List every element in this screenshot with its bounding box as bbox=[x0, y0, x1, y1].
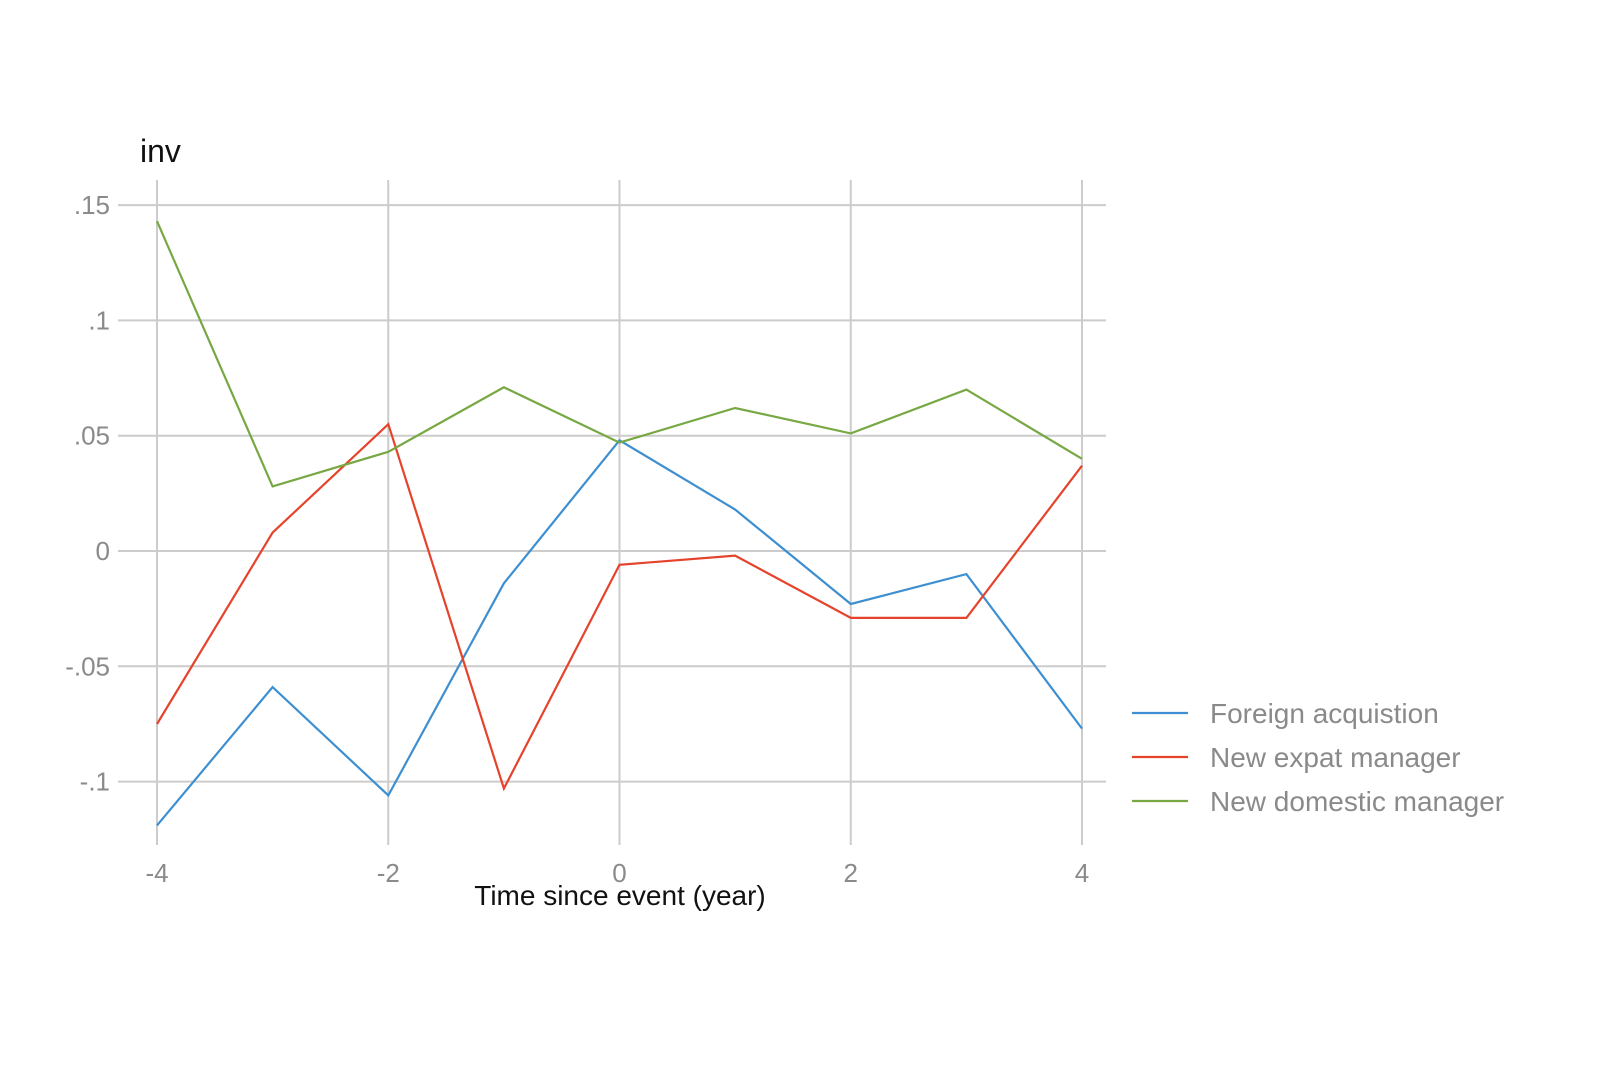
x-tick-label: 0 bbox=[612, 858, 626, 888]
x-axis-ticks: -4 -2 0 2 4 bbox=[145, 858, 1089, 888]
x-tick-label: -2 bbox=[377, 858, 400, 888]
series-line-3 bbox=[155, 220, 1083, 488]
x-tick-label: -4 bbox=[145, 858, 168, 888]
x-axis-title: Time since event (year) bbox=[474, 880, 766, 911]
legend-label: New expat manager bbox=[1210, 742, 1461, 773]
y-tick-label: -.1 bbox=[80, 767, 110, 797]
x-tick-label: 4 bbox=[1075, 858, 1089, 888]
legend: Foreign acquistion New expat manager New d… bbox=[1132, 698, 1504, 817]
grid bbox=[118, 180, 1106, 845]
x-tick-label: 2 bbox=[844, 858, 858, 888]
y-axis-ticks: -.1 -.05 0 .05 .1 .15 bbox=[65, 190, 110, 797]
series-lines bbox=[155, 220, 1083, 827]
y-tick-label: -.05 bbox=[65, 651, 110, 681]
legend-label: Foreign acquistion bbox=[1210, 698, 1439, 729]
series-line-1 bbox=[156, 438, 1083, 827]
chart-title: inv bbox=[140, 133, 181, 169]
y-tick-label: 0 bbox=[96, 536, 110, 566]
y-tick-label: .1 bbox=[88, 305, 110, 335]
legend-label: New domestic manager bbox=[1210, 786, 1504, 817]
y-tick-label: .05 bbox=[74, 421, 110, 451]
series-line-2 bbox=[156, 422, 1083, 792]
y-tick-label: .15 bbox=[74, 190, 110, 220]
